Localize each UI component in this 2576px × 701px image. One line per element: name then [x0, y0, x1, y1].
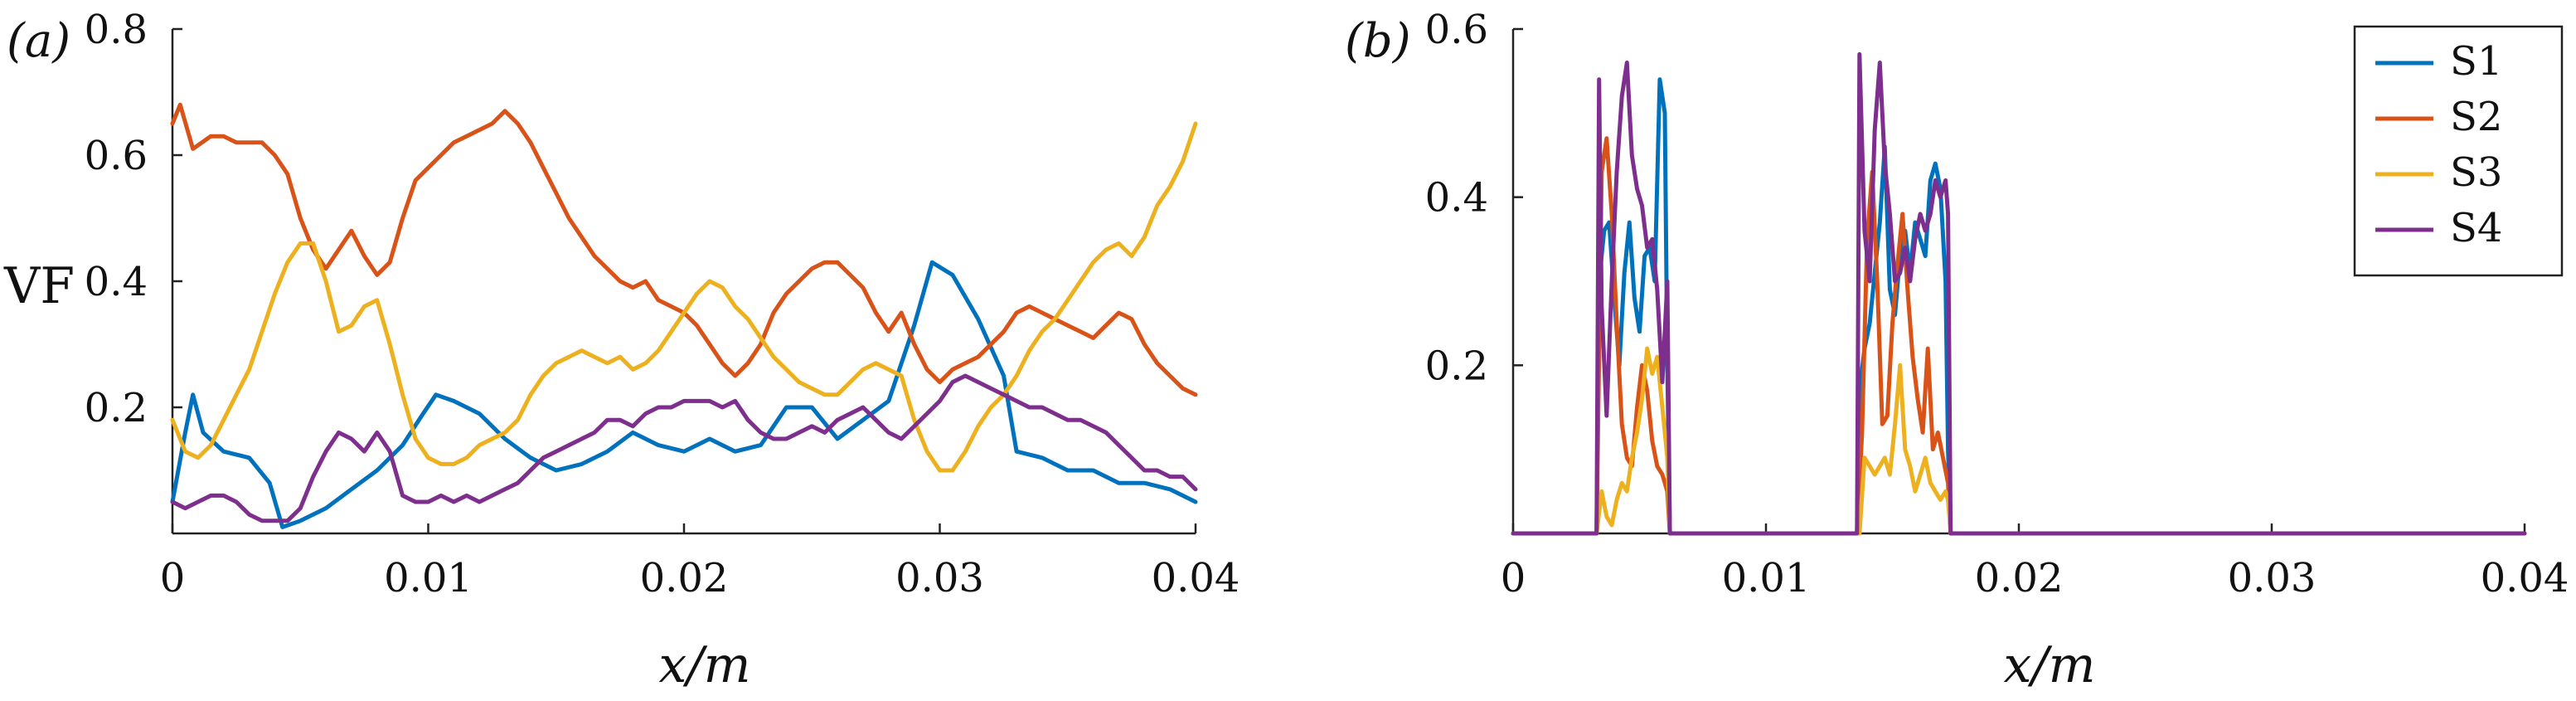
legend-label-s3: S3: [2450, 149, 2502, 196]
panel-a-label: (a): [7, 14, 70, 68]
panel-b-y-tick-label: 0.6: [1425, 7, 1488, 53]
legend-label-s1: S1: [2450, 38, 2502, 85]
panel-a-y-tick-label: 0.4: [85, 259, 148, 305]
panel-b-x-axis-title: x/m: [2004, 636, 2096, 694]
panel-a-series-s3: [170, 121, 1198, 473]
panel-a-y-tick-label: 0.8: [85, 7, 148, 53]
panel-b-series: [1511, 51, 2527, 536]
panel-a-axes: 0 0.01 0.02 0.03 0.04 0.2 0.4 0.6 0.8: [85, 7, 1240, 601]
panel-b: (b) 0 0.01 0.02 0.03 0.040.20.40.6 x/m S1S2S…: [1345, 7, 2569, 694]
panel-a-series-s4: [170, 373, 1198, 523]
legend: S1 S2 S3 S4: [2353, 25, 2564, 277]
panel-a-x-tick-label: 0.04: [1152, 555, 1240, 601]
panel-a-y-tick-label: 0.2: [85, 385, 148, 431]
panel-b-y-tick-label: 0.2: [1425, 343, 1488, 389]
panel-b-x-tick-label: 0.04: [2481, 555, 2569, 601]
legend-items: S1 S2 S3 S4: [2375, 38, 2502, 251]
panel-b-x-tick-label: 0.03: [2228, 555, 2316, 601]
panel-b-series-s3: [1511, 346, 2527, 536]
panel-a-y-tick-label: 0.6: [85, 133, 148, 179]
panel-b-x-tick-label: 0: [1501, 555, 1526, 601]
panel-a-x-tick-label: 0: [160, 555, 186, 601]
panel-b-y-tick-label: 0.4: [1425, 175, 1488, 221]
panel-b-series-s4: [1511, 51, 2527, 536]
panel-a-x-tick-label: 0.03: [895, 555, 984, 601]
panel-a-y-axis-title: VF: [3, 257, 75, 315]
panel-a-x-tick-label: 0.02: [640, 555, 729, 601]
legend-box: [2353, 25, 2564, 277]
panel-b-series-s2: [1511, 136, 2527, 536]
panel-b-label: (b): [1345, 14, 1411, 68]
panel-a-x-axis-title: x/m: [659, 636, 751, 694]
panel-a: (a) VF 0 0.01 0.02 0.03 0.04 0.2 0.4 0.6 0.8 x/m: [3, 7, 1239, 694]
panel-a-series: [170, 102, 1198, 529]
legend-label-s4: S4: [2450, 205, 2502, 251]
panel-b-x-tick-label: 0.01: [1722, 555, 1811, 601]
panel-a-series-s1: [170, 260, 1198, 529]
panel-b-x-tick-label: 0.02: [1975, 555, 2064, 601]
panel-a-series-s2: [170, 102, 1198, 397]
legend-label-s2: S2: [2450, 94, 2502, 140]
panel-a-x-tick-label: 0.01: [384, 555, 473, 601]
